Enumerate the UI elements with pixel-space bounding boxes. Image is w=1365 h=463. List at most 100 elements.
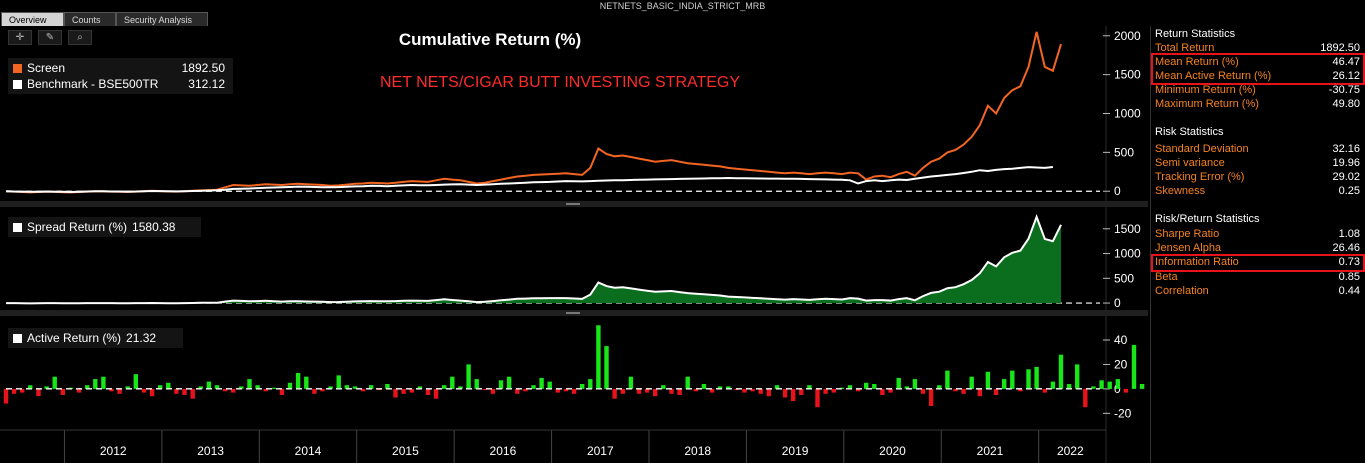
stat-information-ratio: Information Ratio 0.73 [1155,256,1360,268]
legend-benchmark-value: 312.12 [188,77,225,91]
spread-swatch [13,223,22,232]
active-return-bar [101,376,106,389]
tab-counts[interactable]: Counts [64,12,116,26]
active-return-bar [1083,388,1088,408]
spread-line [6,214,1062,305]
y-tick-label: 2000 [1114,29,1141,43]
active-return-bar [1066,384,1072,389]
x-tick-label: 2021 [977,444,1004,458]
active-return-bar [563,388,569,392]
stat-correlation: Correlation 0.44 [1155,285,1360,297]
tab-security-analysis[interactable]: Security Analysis [116,12,208,26]
chart-title: Cumulative Return (%) [398,30,582,49]
active-return-bar [977,388,982,397]
active-return-bar [328,386,333,389]
stat-mean-active-return: Mean Active Return (%) 26.12 [1155,70,1360,82]
highlight-mean-returns [1151,53,1365,85]
active-return-bar [60,388,65,395]
legend-benchmark: Benchmark - BSE500TR 312.12 [13,76,233,92]
legend-spread: Spread Return (%) 1580.38 [13,219,201,235]
stat-mean-return: Mean Return (%) 46.47 [1155,56,1360,68]
active-return-bar [401,388,406,394]
legend-screen: Screen 1892.50 [13,60,233,76]
y-tick-label: 1000 [1114,247,1141,261]
active-return-bar [125,386,130,389]
x-tick-label: 2013 [197,444,224,458]
legend-spread-label: Spread Return (%) [27,220,128,234]
stat-jensen-alpha: Jensen Alpha 26.46 [1155,242,1360,254]
active-return-bar [466,364,471,389]
active-return-bar [190,388,195,399]
spread-area [6,216,1061,304]
y-tick-label: 40 [1114,333,1128,347]
active-return-bar [920,388,926,394]
active-return-bar [669,388,674,394]
screen-swatch [13,64,22,73]
chart-canvas: 0500100015002000050010001500-20020402012… [0,26,1145,463]
legend-benchmark-label: Benchmark - BSE500TR [27,77,159,91]
legend-screen-value: 1892.50 [181,61,225,75]
active-return-bar [807,385,812,389]
active-return-bar [271,387,276,389]
active-return-bar [799,388,804,395]
x-tick-label: 2020 [879,444,906,458]
active-return-bar [1042,388,1047,393]
x-tick-label: 2017 [587,444,614,458]
active-return-bar [961,388,966,394]
active-return-bar [1002,379,1007,389]
active-return-bar [490,388,496,394]
legend-spread-value: 1580.38 [132,220,176,234]
active-return-bar [417,386,423,389]
active-return-bar [993,388,999,395]
active-return-bar [442,385,447,389]
active-return-bar [174,388,179,394]
active-return-bar [774,385,780,389]
active-return-bar [653,388,658,397]
y-tick-label: -20 [1114,406,1132,420]
active-return-bar [872,384,877,389]
active-return-bar [247,379,252,389]
cumulative-legend: Screen 1892.50 Benchmark - BSE500TR 312.12 [8,58,233,94]
stat-semi-variance: Semi variance 19.96 [1155,157,1360,169]
stat-standard-deviation: Standard Deviation 32.16 [1155,143,1360,155]
active-return-bar [433,388,439,399]
active-return-bar [945,370,950,389]
statistics-panel: Return Statistics Total Return 1892.50 Me… [1150,26,1365,463]
active-return-bar [255,385,260,389]
active-return-bar [166,382,171,389]
active-return-bar [385,384,390,389]
active-return-bar [636,388,642,394]
crosshair-icon[interactable]: ✛ [8,30,32,45]
pencil-icon[interactable]: ✎ [38,30,62,45]
y-tick-label: 0 [1114,296,1121,310]
active-return-bar [20,388,25,393]
active-return-bar [580,384,585,389]
active-return-bar [904,386,909,389]
active-return-bar [1131,344,1137,389]
active-return-bar [1075,364,1080,389]
stat-beta: Beta 0.85 [1155,271,1360,283]
active-return-bar [782,388,788,398]
y-tick-label: 1500 [1114,222,1141,236]
active-return-bar [791,388,796,402]
active-return-bar [133,374,138,389]
active-return-bar [896,377,901,389]
legend-active: Active Return (%) 21.32 [13,330,183,346]
active-return-bar [928,388,934,406]
return-statistics-title: Return Statistics [1155,28,1236,40]
active-return-bar [1107,381,1112,389]
panel-resize-handle[interactable] [0,201,1148,207]
active-return-bar [985,371,991,389]
active-return-bar [158,385,163,389]
active-return-bar [888,388,893,393]
tab-overview[interactable]: Overview [1,12,64,26]
active-return-bar [1018,388,1023,392]
y-tick-label: 500 [1114,271,1134,285]
zoom-icon[interactable]: ⌕ [68,30,92,45]
active-return-bar [1026,369,1031,389]
panel-resize-handle[interactable] [0,310,1148,316]
strategy-annotation: NET NETS/CIGAR BUTT INVESTING STRATEGY [380,74,741,91]
active-return-bar [726,386,731,389]
active-return-bar [937,385,942,389]
x-tick-label: 2016 [490,444,517,458]
